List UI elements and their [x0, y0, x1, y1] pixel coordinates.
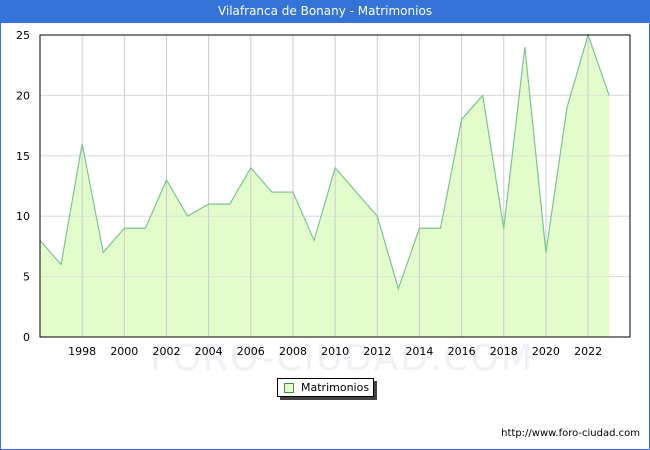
x-tick-label: 2002	[152, 345, 180, 358]
area-fill	[40, 35, 610, 337]
x-tick-label: 2004	[195, 345, 223, 358]
x-tick-label: 2010	[321, 345, 349, 358]
source-link[interactable]: http://www.foro-ciudad.com	[501, 428, 640, 439]
x-tick-label: 2018	[490, 345, 518, 358]
y-tick-label: 20	[16, 89, 30, 102]
legend-swatch-icon	[284, 383, 294, 393]
x-tick-label: 2020	[532, 345, 560, 358]
legend: Matrimonios	[277, 378, 374, 397]
x-tick-label: 2006	[237, 345, 265, 358]
series-line	[39, 33, 610, 291]
chart-title: Vilafranca de Bonany - Matrimonios	[0, 0, 650, 23]
legend-label: Matrimonios	[301, 381, 370, 394]
y-tick-label: 0	[23, 331, 30, 344]
x-tick-label: 2000	[110, 345, 138, 358]
y-tick-label: 10	[16, 210, 30, 223]
x-tick-label: 2008	[279, 345, 307, 358]
x-tick-label: 1998	[68, 345, 96, 358]
y-tick-label: 15	[16, 150, 30, 163]
x-tick-label: 2022	[574, 345, 602, 358]
y-tick-label: 25	[16, 29, 30, 42]
x-tick-label: 2016	[448, 345, 476, 358]
x-tick-label: 2014	[405, 345, 433, 358]
plot-border	[39, 34, 631, 338]
y-tick-label: 5	[23, 271, 30, 284]
x-tick-label: 2012	[363, 345, 391, 358]
watermark-text: FORO-CIUDAD.COM	[150, 338, 534, 379]
